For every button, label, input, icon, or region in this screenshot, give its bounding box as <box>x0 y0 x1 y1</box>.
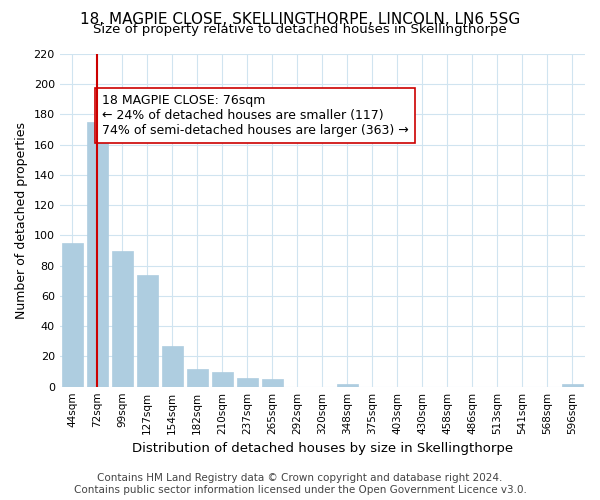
Text: 18 MAGPIE CLOSE: 76sqm
← 24% of detached houses are smaller (117)
74% of semi-de: 18 MAGPIE CLOSE: 76sqm ← 24% of detached… <box>101 94 409 137</box>
Bar <box>562 384 583 386</box>
Text: 18, MAGPIE CLOSE, SKELLINGTHORPE, LINCOLN, LN6 5SG: 18, MAGPIE CLOSE, SKELLINGTHORPE, LINCOL… <box>80 12 520 28</box>
Bar <box>137 275 158 386</box>
Bar <box>86 122 108 386</box>
Bar <box>161 346 183 387</box>
Bar <box>337 384 358 386</box>
Bar <box>212 372 233 386</box>
Text: Size of property relative to detached houses in Skellingthorpe: Size of property relative to detached ho… <box>93 22 507 36</box>
Bar <box>262 379 283 386</box>
Bar <box>236 378 258 386</box>
Text: Contains HM Land Registry data © Crown copyright and database right 2024.
Contai: Contains HM Land Registry data © Crown c… <box>74 474 526 495</box>
Bar <box>62 243 83 386</box>
X-axis label: Distribution of detached houses by size in Skellingthorpe: Distribution of detached houses by size … <box>132 442 513 455</box>
Y-axis label: Number of detached properties: Number of detached properties <box>15 122 28 319</box>
Bar <box>187 368 208 386</box>
Bar <box>112 250 133 386</box>
